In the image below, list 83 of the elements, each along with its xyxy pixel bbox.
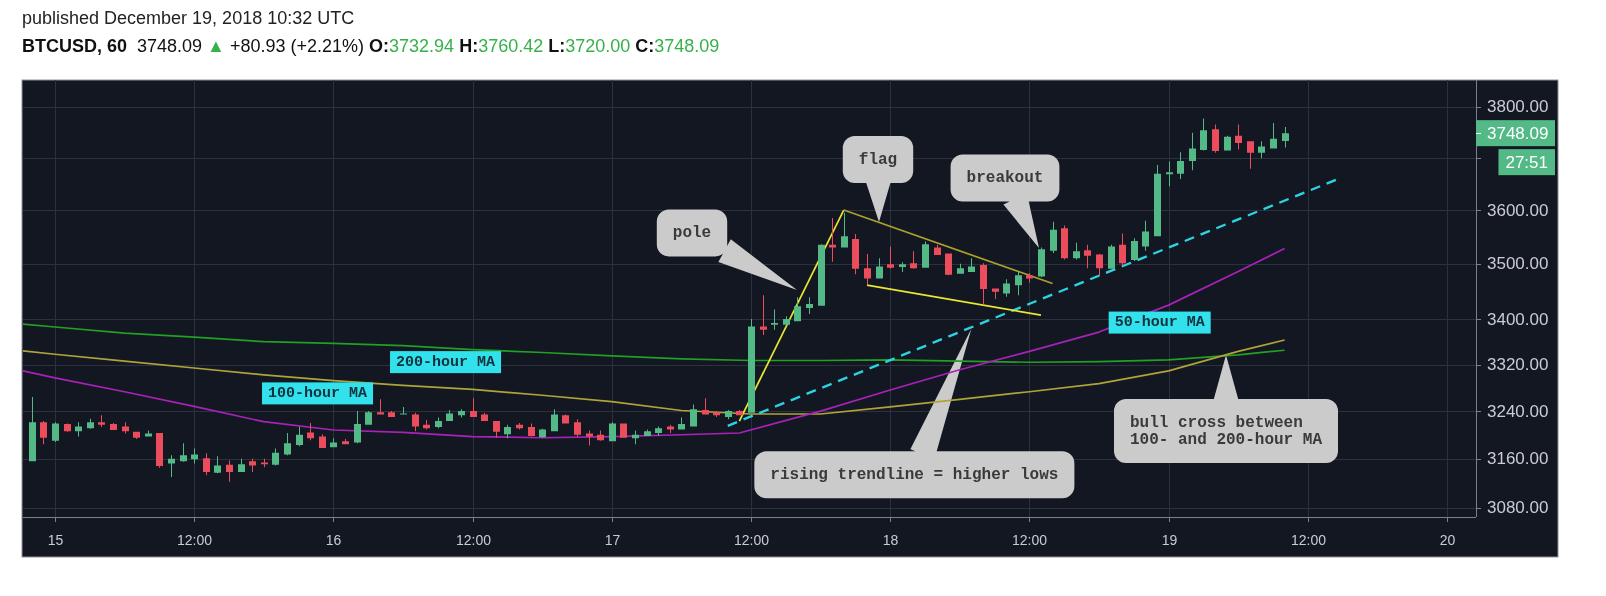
- candlestick: [992, 288, 999, 300]
- x-tick-label: 18: [882, 532, 899, 548]
- candlestick: [75, 422, 82, 437]
- candlestick: [180, 443, 187, 462]
- x-tick-label: 19: [1161, 532, 1178, 548]
- y-tick-label: 3500.00: [1487, 254, 1549, 274]
- annotation: bull cross between 100- and 200-hour MA: [1129, 413, 1323, 449]
- candlestick: [539, 428, 546, 438]
- candlestick: [760, 295, 767, 335]
- candlestick: [620, 423, 627, 438]
- series-label: 100-hour MA: [268, 384, 368, 402]
- y-tick-label: 3160.00: [1487, 449, 1549, 469]
- x-tick-label: 12:00: [455, 532, 492, 548]
- candlestick: [702, 398, 709, 415]
- text: published December 19, 2018 10:32 UTC: [22, 8, 355, 28]
- candlestick: [52, 422, 59, 442]
- candlestick: [771, 309, 778, 330]
- x-tick-label: 20: [1439, 532, 1456, 548]
- candlestick: [783, 316, 790, 326]
- candlestick: [284, 432, 291, 456]
- y-tick-label: 3748.09: [1487, 123, 1549, 143]
- candlestick: [945, 253, 952, 276]
- chart-title: BTCUSD, 60: [22, 36, 128, 56]
- x-tick-label: 17: [604, 532, 621, 548]
- y-tick-label: 3600.00: [1487, 200, 1549, 220]
- annotation: rising trendline = higher lows: [770, 465, 1059, 484]
- candlestick: [586, 430, 593, 446]
- candlestick: [1247, 141, 1254, 169]
- candlestick: [307, 422, 314, 441]
- candlestick: [388, 411, 395, 417]
- y-tick-label: 3240.00: [1487, 401, 1549, 421]
- text: 3748.09 ▲ +80.93 (+2.21%) O:3732.94 H:3760.42 L:3720.00 C:3748.09: [137, 36, 720, 56]
- line-series: [22, 339, 1286, 415]
- candlestick: [122, 422, 129, 434]
- candlestick: [1026, 273, 1033, 283]
- candlestick: [377, 399, 384, 415]
- candlestick: [1166, 161, 1173, 187]
- x-tick-label: 12:00: [176, 532, 213, 548]
- candlestick: [922, 241, 929, 268]
- candlestick: [841, 212, 848, 248]
- candlestick: [574, 419, 581, 437]
- candlestick: [1015, 271, 1022, 296]
- candlestick: [1258, 141, 1265, 159]
- candlestick: [354, 411, 361, 444]
- candlestick: [1108, 244, 1115, 269]
- candlestick: [400, 406, 407, 415]
- candlestick: [98, 415, 105, 428]
- candlestick: [644, 429, 651, 436]
- candlestick: [40, 421, 47, 445]
- y-tick-label: 3320.00: [1487, 355, 1549, 375]
- candlestick: [806, 297, 813, 315]
- candlestick: [261, 458, 268, 468]
- candlestick: [655, 426, 662, 436]
- candlestick: [887, 246, 894, 269]
- annotation: pole: [672, 224, 712, 242]
- candlestick: [446, 409, 453, 422]
- x-tick-label: 12:00: [1011, 532, 1048, 548]
- x-tick-label: 12:00: [733, 532, 770, 548]
- candlestick: [470, 398, 477, 417]
- candlestick: [1282, 126, 1289, 148]
- candlestick: [910, 251, 917, 269]
- candlestick: [1270, 123, 1277, 149]
- series-label: 200-hour MA: [396, 353, 496, 371]
- candlestick: [829, 218, 836, 262]
- candlestick: [864, 254, 871, 285]
- text: 27:51: [1505, 152, 1548, 172]
- x-tick-label: 15: [47, 532, 64, 548]
- candlestick: [168, 455, 175, 477]
- candlestick: [493, 421, 500, 438]
- series-label: 50-hour MA: [1114, 314, 1205, 332]
- candlestick: [899, 262, 906, 272]
- x-tick-label: 16: [325, 532, 342, 548]
- annotation: flag: [858, 150, 898, 169]
- candlestick: [1084, 244, 1091, 269]
- candlestick: [667, 424, 674, 433]
- y-tick-label: 3400.00: [1487, 309, 1549, 329]
- candlestick: [365, 411, 372, 425]
- candlestick: [214, 456, 221, 474]
- y-tick-label: 3080.00: [1487, 498, 1549, 518]
- candlestick: [957, 263, 964, 274]
- x-tick-label: 12:00: [1290, 532, 1327, 548]
- annotation: breakout: [966, 169, 1044, 187]
- y-tick-label: 3800.00: [1487, 97, 1549, 117]
